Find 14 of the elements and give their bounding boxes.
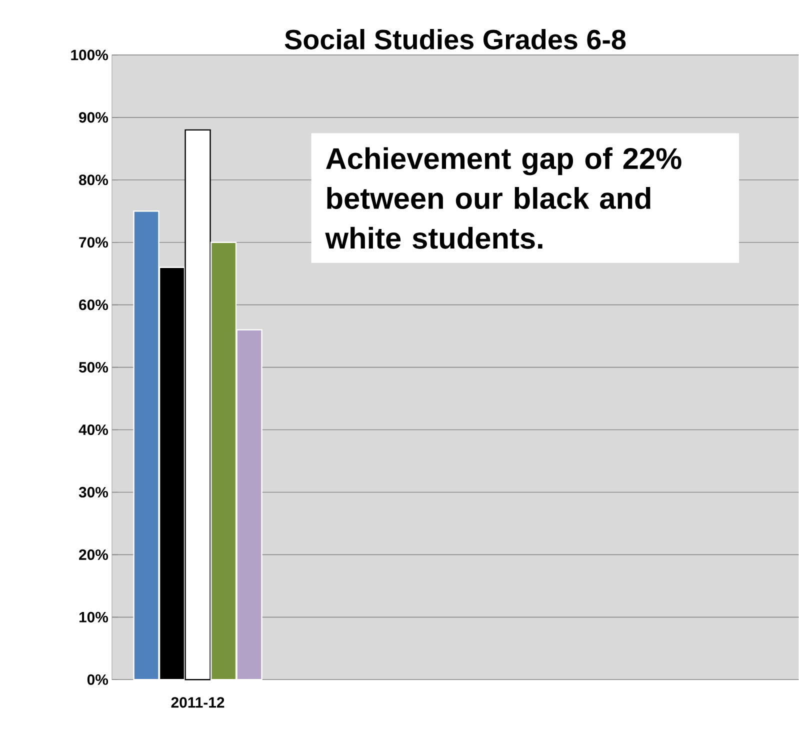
y-tick-label: 20% [79, 550, 108, 560]
y-tick-label: 100% [71, 50, 108, 60]
y-tick-label: 0% [87, 674, 108, 686]
y-tick-label: 30% [78, 487, 108, 498]
annotation: Achievement gap of 22% between our black and white students. [325, 147, 682, 250]
y-tick-label: 70% [79, 237, 108, 248]
x-tick-label: 2011-12 [171, 697, 224, 708]
y-tick-label: 60% [79, 300, 108, 310]
chart-title: Social Studies Grades 6-8 [284, 29, 626, 50]
y-tick-label: 50% [78, 362, 108, 373]
y-tick-label: 80% [79, 174, 108, 186]
y-tick-label: 10% [79, 612, 108, 623]
y-tick-label: 40% [78, 424, 108, 436]
y-tick-label: 90% [79, 112, 108, 123]
